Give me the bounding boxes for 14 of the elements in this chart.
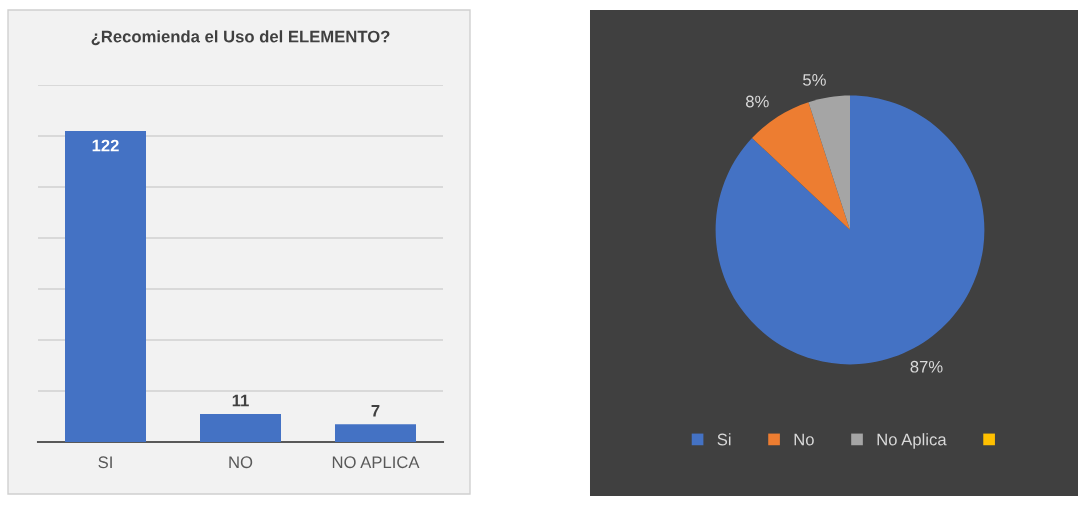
data-label: 122 bbox=[92, 139, 119, 152]
legend-label: Si bbox=[717, 433, 731, 446]
data-label: 7 bbox=[371, 405, 380, 417]
data-label: 87% bbox=[910, 360, 943, 373]
data-label: 11 bbox=[232, 394, 249, 407]
x-tick-label: NO bbox=[229, 456, 253, 469]
legend-label: No bbox=[794, 433, 814, 446]
pie-slice bbox=[808, 95, 850, 230]
legend-label: No Aplica bbox=[877, 433, 947, 449]
chart-title: ¿Recomienda el Uso del ELEMENTO? bbox=[91, 30, 390, 46]
x-tick-label: SI bbox=[98, 456, 112, 469]
data-label: 8% bbox=[745, 95, 769, 108]
data-label: 5% bbox=[803, 74, 826, 86]
x-tick-label: NO APLICA bbox=[332, 456, 420, 469]
